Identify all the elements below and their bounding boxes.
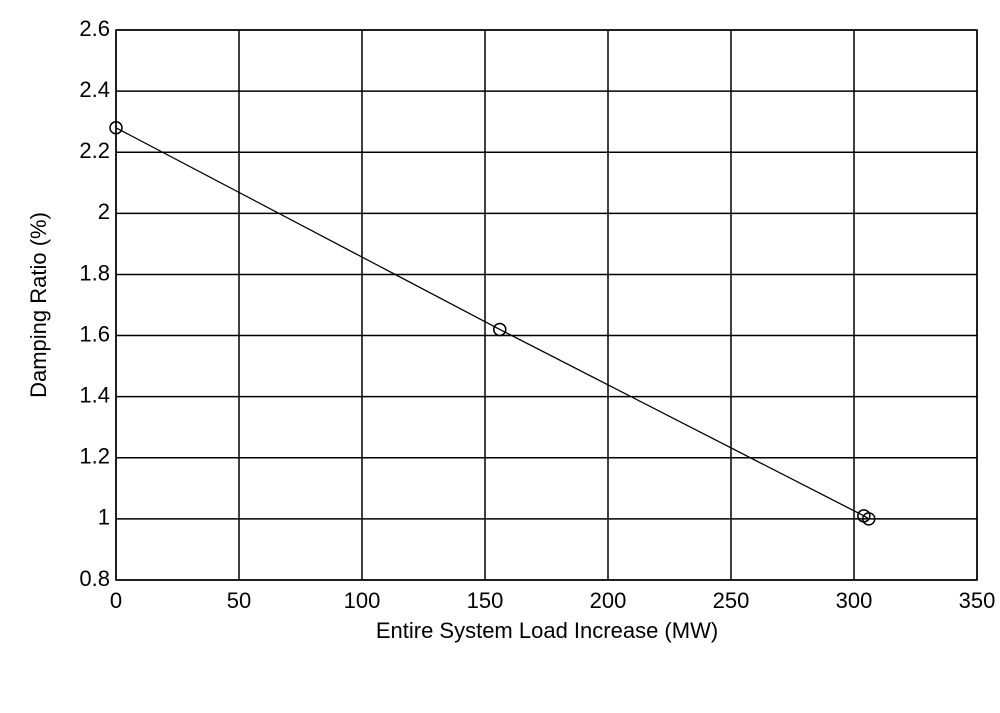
y-tick-label: 1.8	[79, 260, 110, 285]
x-tick-label: 150	[467, 588, 504, 613]
data-point	[862, 512, 876, 526]
x-tick-label: 300	[836, 588, 873, 613]
y-tick-label: 1.2	[79, 444, 110, 469]
y-tick-label: 2.4	[79, 77, 110, 102]
y-tick-label: 1	[98, 505, 110, 530]
x-tick-label: 100	[344, 588, 381, 613]
x-tick-label: 200	[590, 588, 627, 613]
plot-frame	[115, 29, 978, 581]
y-tick-label: 1.6	[79, 321, 110, 346]
y-tick-label: 2.6	[79, 16, 110, 41]
y-axis-label: Damping Ratio (%)	[26, 212, 51, 398]
x-tick-label: 0	[110, 588, 122, 613]
y-tick-label: 0.8	[79, 566, 110, 591]
x-axis-label: Entire System Load Increase (MW)	[376, 618, 718, 643]
data-line	[115, 127, 870, 520]
y-tick-label: 2	[98, 199, 110, 224]
y-tick-label: 2.2	[79, 138, 110, 163]
x-tick-label: 350	[959, 588, 996, 613]
y-tick-label: 1.4	[79, 382, 110, 407]
data-point	[493, 322, 507, 337]
x-tick-label: 250	[713, 588, 750, 613]
data-point	[109, 121, 123, 135]
x-tick-label: 50	[227, 588, 251, 613]
